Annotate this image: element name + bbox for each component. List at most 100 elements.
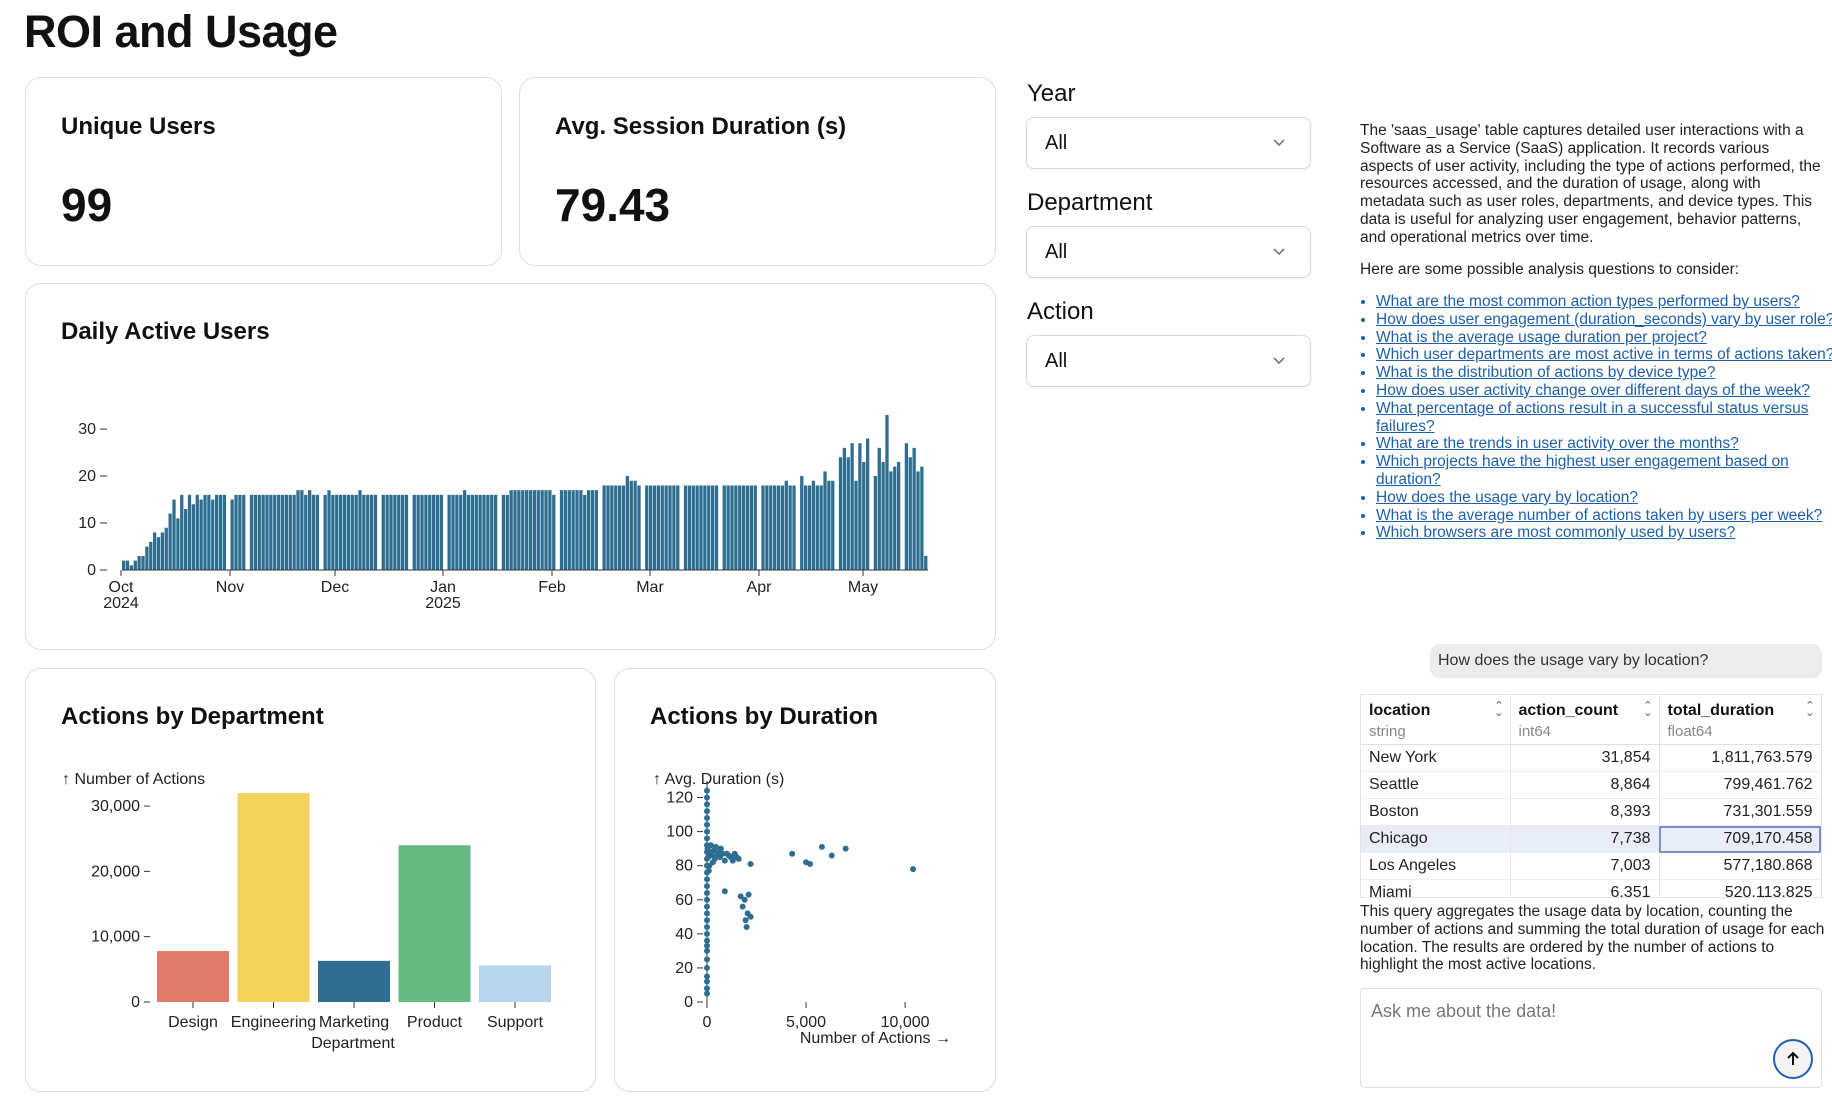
table-cell[interactable]: 731,301.559 (1659, 798, 1821, 826)
table-cell[interactable]: 8,864 (1510, 771, 1660, 799)
dau-bar (815, 485, 819, 570)
duration-point (729, 857, 736, 864)
table-cell[interactable]: Boston (1361, 798, 1511, 826)
query-explanation: This query aggregates the usage data by … (1360, 903, 1825, 974)
table-cell[interactable]: 8,393 (1510, 798, 1660, 826)
sort-icon[interactable]: ⌃ ⌄ (1805, 700, 1815, 719)
table-cell[interactable]: 1,811,763.579 (1659, 744, 1821, 772)
department-bar (237, 793, 310, 1002)
dau-bar (199, 499, 203, 570)
department-select[interactable]: All (1026, 226, 1311, 278)
table-cell[interactable]: Los Angeles (1361, 852, 1511, 880)
dau-bar (606, 485, 610, 570)
send-button[interactable] (1773, 1039, 1813, 1079)
duration-point (704, 787, 710, 794)
suggested-question-item: What is the average number of actions ta… (1376, 507, 1832, 525)
table-cell[interactable]: 520,113.825 (1659, 879, 1821, 897)
suggested-question-link[interactable]: How does the usage vary by location? (1376, 488, 1638, 506)
dau-bar (455, 494, 459, 570)
sort-icon[interactable]: ⌃ ⌄ (1643, 700, 1653, 719)
table-row[interactable]: Chicago 7,738 709,170.458 (1361, 825, 1821, 853)
dau-bar (838, 457, 843, 570)
table-cell[interactable]: 709,170.458 (1659, 825, 1821, 853)
dau-bar (153, 532, 157, 570)
table-cell[interactable]: Seattle (1361, 771, 1511, 799)
chevron-down-icon (1273, 357, 1285, 365)
dau-bar (749, 485, 754, 570)
dau-bar (416, 494, 420, 570)
department-y-tick-label: 20,000 (91, 863, 140, 880)
table-cell[interactable]: 7,738 (1510, 825, 1660, 853)
suggested-question-link[interactable]: What are the trends in user activity ove… (1376, 435, 1739, 453)
dau-bar (156, 537, 161, 570)
column-header-action-count[interactable]: action_count int64 ⌃ ⌄ (1510, 695, 1660, 745)
dau-bar (618, 485, 622, 570)
table-cell[interactable]: 31,854 (1510, 744, 1660, 772)
table-row[interactable]: Miami 6,351 520,113.825 (1361, 879, 1821, 897)
action-select[interactable]: All (1026, 335, 1311, 387)
dau-bar (218, 494, 223, 570)
suggested-question-link[interactable]: Which browsers are most commonly used by… (1376, 524, 1736, 542)
duration-point (741, 896, 748, 903)
year-select[interactable]: All (1026, 117, 1311, 169)
table-row[interactable]: New York 31,854 1,811,763.579 (1361, 744, 1821, 772)
table-row[interactable]: Seattle 8,864 799,461.762 (1361, 771, 1821, 799)
dau-bar (633, 480, 637, 570)
table-row[interactable]: Boston 8,393 731,301.559 (1361, 798, 1821, 826)
dau-bar (463, 490, 467, 570)
dau-bar (846, 457, 850, 570)
dau-bar (563, 490, 568, 570)
suggested-question-link[interactable]: What are the most common action types pe… (1376, 293, 1800, 310)
table-cell[interactable]: New York (1361, 744, 1511, 772)
dau-bar (726, 485, 730, 570)
dau-bar (404, 494, 409, 570)
chat-input[interactable]: Ask me about the data! (1360, 988, 1822, 1088)
suggested-question-link[interactable]: What is the average usage duration per p… (1376, 328, 1707, 346)
result-table[interactable]: location string ⌃ ⌄ action_count int64 ⌃ ⌄ tot… (1360, 694, 1822, 898)
dau-bar (358, 490, 362, 570)
table-cell[interactable]: 799,461.762 (1659, 771, 1821, 799)
dau-bar (594, 490, 599, 570)
duration-point (704, 964, 710, 971)
dau-bar (536, 490, 540, 570)
dau-bar (811, 480, 816, 570)
sort-icon[interactable]: ⌃ ⌄ (1494, 700, 1504, 719)
dau-bar (854, 480, 858, 570)
department-bar (479, 965, 551, 1002)
column-header-total-duration[interactable]: total_duration float64 ⌃ ⌄ (1659, 695, 1821, 745)
suggested-question-link[interactable]: How does user engagement (duration_secon… (1376, 310, 1832, 328)
table-cell[interactable]: 7,003 (1510, 852, 1660, 880)
dau-bar (412, 494, 416, 570)
suggested-question-link[interactable]: Which user departments are most active i… (1376, 346, 1832, 364)
table-cell[interactable]: Chicago (1361, 825, 1511, 853)
dau-bar (625, 476, 630, 570)
dau-bar (249, 494, 254, 570)
dau-bar (203, 494, 207, 570)
table-row[interactable]: Los Angeles 7,003 577,180.868 (1361, 852, 1821, 880)
table-cell[interactable]: 6,351 (1510, 879, 1660, 897)
dau-bar (494, 494, 498, 570)
department-bar (398, 845, 471, 1002)
dau-bar (676, 485, 680, 570)
suggested-question-item: Which browsers are most commonly used by… (1376, 524, 1832, 542)
dau-bar (780, 485, 785, 570)
year-filter-label: Year (1027, 80, 1076, 107)
department-x-tick-label: Design (168, 1014, 218, 1031)
unique-users-card: Unique Users 99 (25, 77, 502, 266)
duration-point (742, 917, 749, 924)
table-cell[interactable]: 577,180.868 (1659, 852, 1821, 880)
column-header-location[interactable]: location string ⌃ ⌄ (1361, 695, 1511, 745)
questions-intro: Here are some possible analysis question… (1360, 260, 1740, 278)
suggested-question-link[interactable]: Which projects have the highest user eng… (1376, 453, 1789, 488)
duration-point (704, 903, 710, 910)
dau-bar (877, 447, 881, 570)
suggested-question-link[interactable]: How does user activity change over diffe… (1376, 381, 1810, 399)
suggested-question-link[interactable]: What is the average number of actions ta… (1376, 506, 1823, 524)
duration-point (739, 903, 746, 910)
suggested-question-link[interactable]: What is the distribution of actions by d… (1376, 364, 1716, 382)
dau-bar (296, 490, 300, 570)
dau-bar (234, 494, 238, 570)
suggested-question-link[interactable]: What percentage of actions result in a s… (1376, 399, 1809, 435)
table-cell[interactable]: Miami (1361, 879, 1511, 897)
dau-bar (532, 490, 537, 570)
